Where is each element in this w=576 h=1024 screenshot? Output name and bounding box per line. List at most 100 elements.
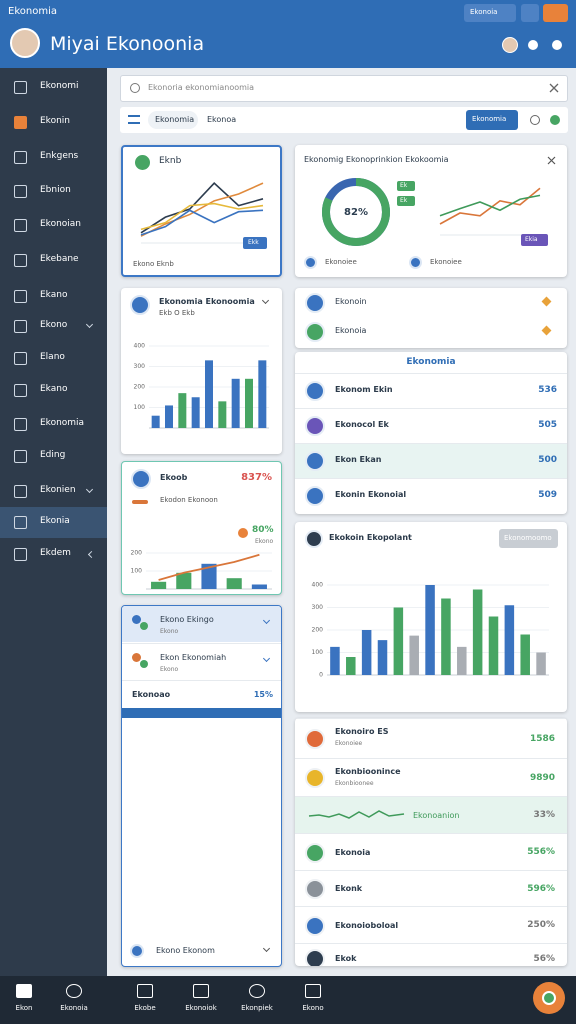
- fab[interactable]: [533, 982, 565, 1014]
- sidebar-item[interactable]: Ekonoian: [0, 210, 107, 241]
- avatar: [10, 28, 40, 58]
- bar-card: Ekonomia Ekonoomia Ekb O Ekb 100 200 300 400: [121, 288, 282, 454]
- stats-icon: [305, 949, 325, 966]
- chart: 100 200 300 400: [134, 343, 269, 429]
- nav-item[interactable]: Ekon: [0, 979, 54, 1021]
- stats-row[interactable]: Ekonoanion 33%: [295, 796, 567, 833]
- stats-row[interactable]: Ekonk 596%: [295, 870, 567, 906]
- list-row[interactable]: Ekonom Ekin 536: [295, 373, 567, 408]
- sidebar-item[interactable]: Ekano: [0, 375, 107, 406]
- sidebar-item[interactable]: Eding: [0, 441, 107, 472]
- chevron: [262, 616, 271, 625]
- stats-row[interactable]: Ekonoioboloal 250%: [295, 906, 567, 943]
- list-icon: [305, 416, 325, 436]
- badge-label: Ek: [400, 182, 408, 189]
- bar: [231, 378, 240, 428]
- bar: [393, 607, 404, 675]
- stats-icon: [305, 842, 325, 863]
- chart: [549, 83, 559, 93]
- stats-value: 556%: [527, 847, 555, 857]
- sidebar-label: Ekonin: [40, 116, 70, 126]
- bar: [165, 405, 173, 428]
- card-title: Eknb: [159, 156, 182, 166]
- total-label: Ekonoao: [132, 690, 171, 699]
- search-placeholder: Ekonoria ekonomianoomia: [148, 83, 255, 92]
- chart: [547, 156, 556, 165]
- sidebar-label: Ekano: [40, 384, 68, 394]
- badge-label: Ekk: [248, 239, 259, 246]
- sidebar-item[interactable]: Ebnion: [0, 176, 107, 207]
- sidebar-item[interactable]: Ekdem: [0, 539, 107, 570]
- icon-button[interactable]: [521, 4, 539, 22]
- sidebar-item[interactable]: Ekonia: [0, 507, 107, 538]
- list-icon: [305, 381, 325, 401]
- icon-button[interactable]: [543, 4, 568, 22]
- sidebar-item[interactable]: Ekonomi: [0, 72, 107, 103]
- nav-item[interactable]: Ekonoiok: [171, 979, 231, 1021]
- sidebar-item[interactable]: Ekano: [0, 281, 107, 312]
- primary-button[interactable]: Ekonomia: [466, 110, 518, 130]
- list-icon: [305, 486, 325, 506]
- sidebar-label: Enkgens: [40, 151, 79, 161]
- stats-value: 596%: [527, 883, 555, 894]
- list-row[interactable]: Ekon Ekan 500: [295, 443, 567, 478]
- stats-row[interactable]: Ekok 56%: [295, 943, 567, 966]
- sidebar-label: Ekdem: [40, 548, 71, 558]
- accordion-footer[interactable]: Ekono Ekonom: [122, 938, 281, 964]
- accordion-item[interactable]: Ekono Ekingo Ekono: [122, 606, 281, 642]
- shortcut-row[interactable]: Ekonoin: [295, 288, 567, 317]
- nav-item[interactable]: Ekonpiek: [227, 979, 287, 1021]
- header-button[interactable]: Ekonoia: [464, 4, 516, 22]
- stats-row[interactable]: Ekonoia 556%: [295, 833, 567, 870]
- app-title: Miyai Ekonoonia: [50, 33, 205, 55]
- sidebar-label: Ekonomi: [40, 81, 79, 91]
- sidebar-item[interactable]: Ekonin: [0, 107, 107, 138]
- stats-value: 9890: [529, 772, 555, 783]
- line-series: [140, 182, 264, 237]
- stats-label: Ekonoanion: [413, 810, 460, 820]
- accordion-item[interactable]: Ekon Ekonomiah Ekono: [122, 643, 281, 679]
- nav-item[interactable]: Ekobe: [115, 979, 175, 1021]
- sidebar-label: Ekonomia: [40, 418, 85, 428]
- sidebar-item[interactable]: Elano: [0, 343, 107, 374]
- card-icon: [131, 469, 151, 489]
- sidebar-icon: [14, 151, 27, 164]
- list-row[interactable]: Ekonocol Ek 505: [295, 408, 567, 443]
- bar: [520, 634, 530, 675]
- footer-icon: [130, 944, 144, 958]
- stats-label: Ekonoiro ES: [335, 727, 389, 736]
- tag-label: Ekia: [525, 236, 538, 243]
- sidebar-item[interactable]: Ekonomia: [0, 409, 107, 440]
- chart: 0 100 200 300 400: [312, 582, 549, 679]
- nav-item[interactable]: Ekonoia: [44, 979, 104, 1021]
- stats-value: 56%: [533, 953, 555, 964]
- sidebar-icon: [14, 548, 27, 561]
- report-button[interactable]: Ekonomoomo: [499, 529, 558, 548]
- item-icon: [140, 660, 148, 668]
- tab[interactable]: Ekonoa: [200, 111, 250, 129]
- card-title: Ekonomig Ekonoprinkion Ekokoomia: [304, 155, 449, 164]
- sidebar-icon: [14, 418, 27, 431]
- stats-row[interactable]: Ekonoiro ES Ekonoiee 1586: [295, 718, 567, 758]
- bar: [488, 616, 499, 675]
- sidebar-item[interactable]: Enkgens: [0, 142, 107, 173]
- nav-label: Ekonoiok: [185, 1004, 217, 1012]
- stats-row[interactable]: Ekonbioonince Ekonbioonee 9890: [295, 758, 567, 796]
- bar: [226, 578, 242, 589]
- search-bar[interactable]: Ekonoria ekonomianoomia: [120, 75, 568, 102]
- tab[interactable]: Ekonomia: [148, 111, 198, 129]
- bar: [361, 630, 372, 675]
- badge: Ek: [397, 196, 415, 206]
- shortcut-row[interactable]: Ekonoia: [295, 317, 567, 346]
- nav-icon: [305, 984, 321, 998]
- nav-item[interactable]: Ekono: [283, 979, 343, 1021]
- list-row[interactable]: Ekonin Ekonoial 509: [295, 478, 567, 513]
- stats-subtitle: Ekonbioonee: [335, 780, 374, 787]
- shortcut-icon: [305, 322, 325, 342]
- list-value: 509: [538, 490, 557, 500]
- sidebar-item[interactable]: Ekonien: [0, 476, 107, 507]
- bar: [425, 585, 435, 675]
- sidebar-item[interactable]: Ekono: [0, 311, 107, 342]
- sidebar-item[interactable]: Ekebane: [0, 245, 107, 276]
- bar: [409, 635, 419, 675]
